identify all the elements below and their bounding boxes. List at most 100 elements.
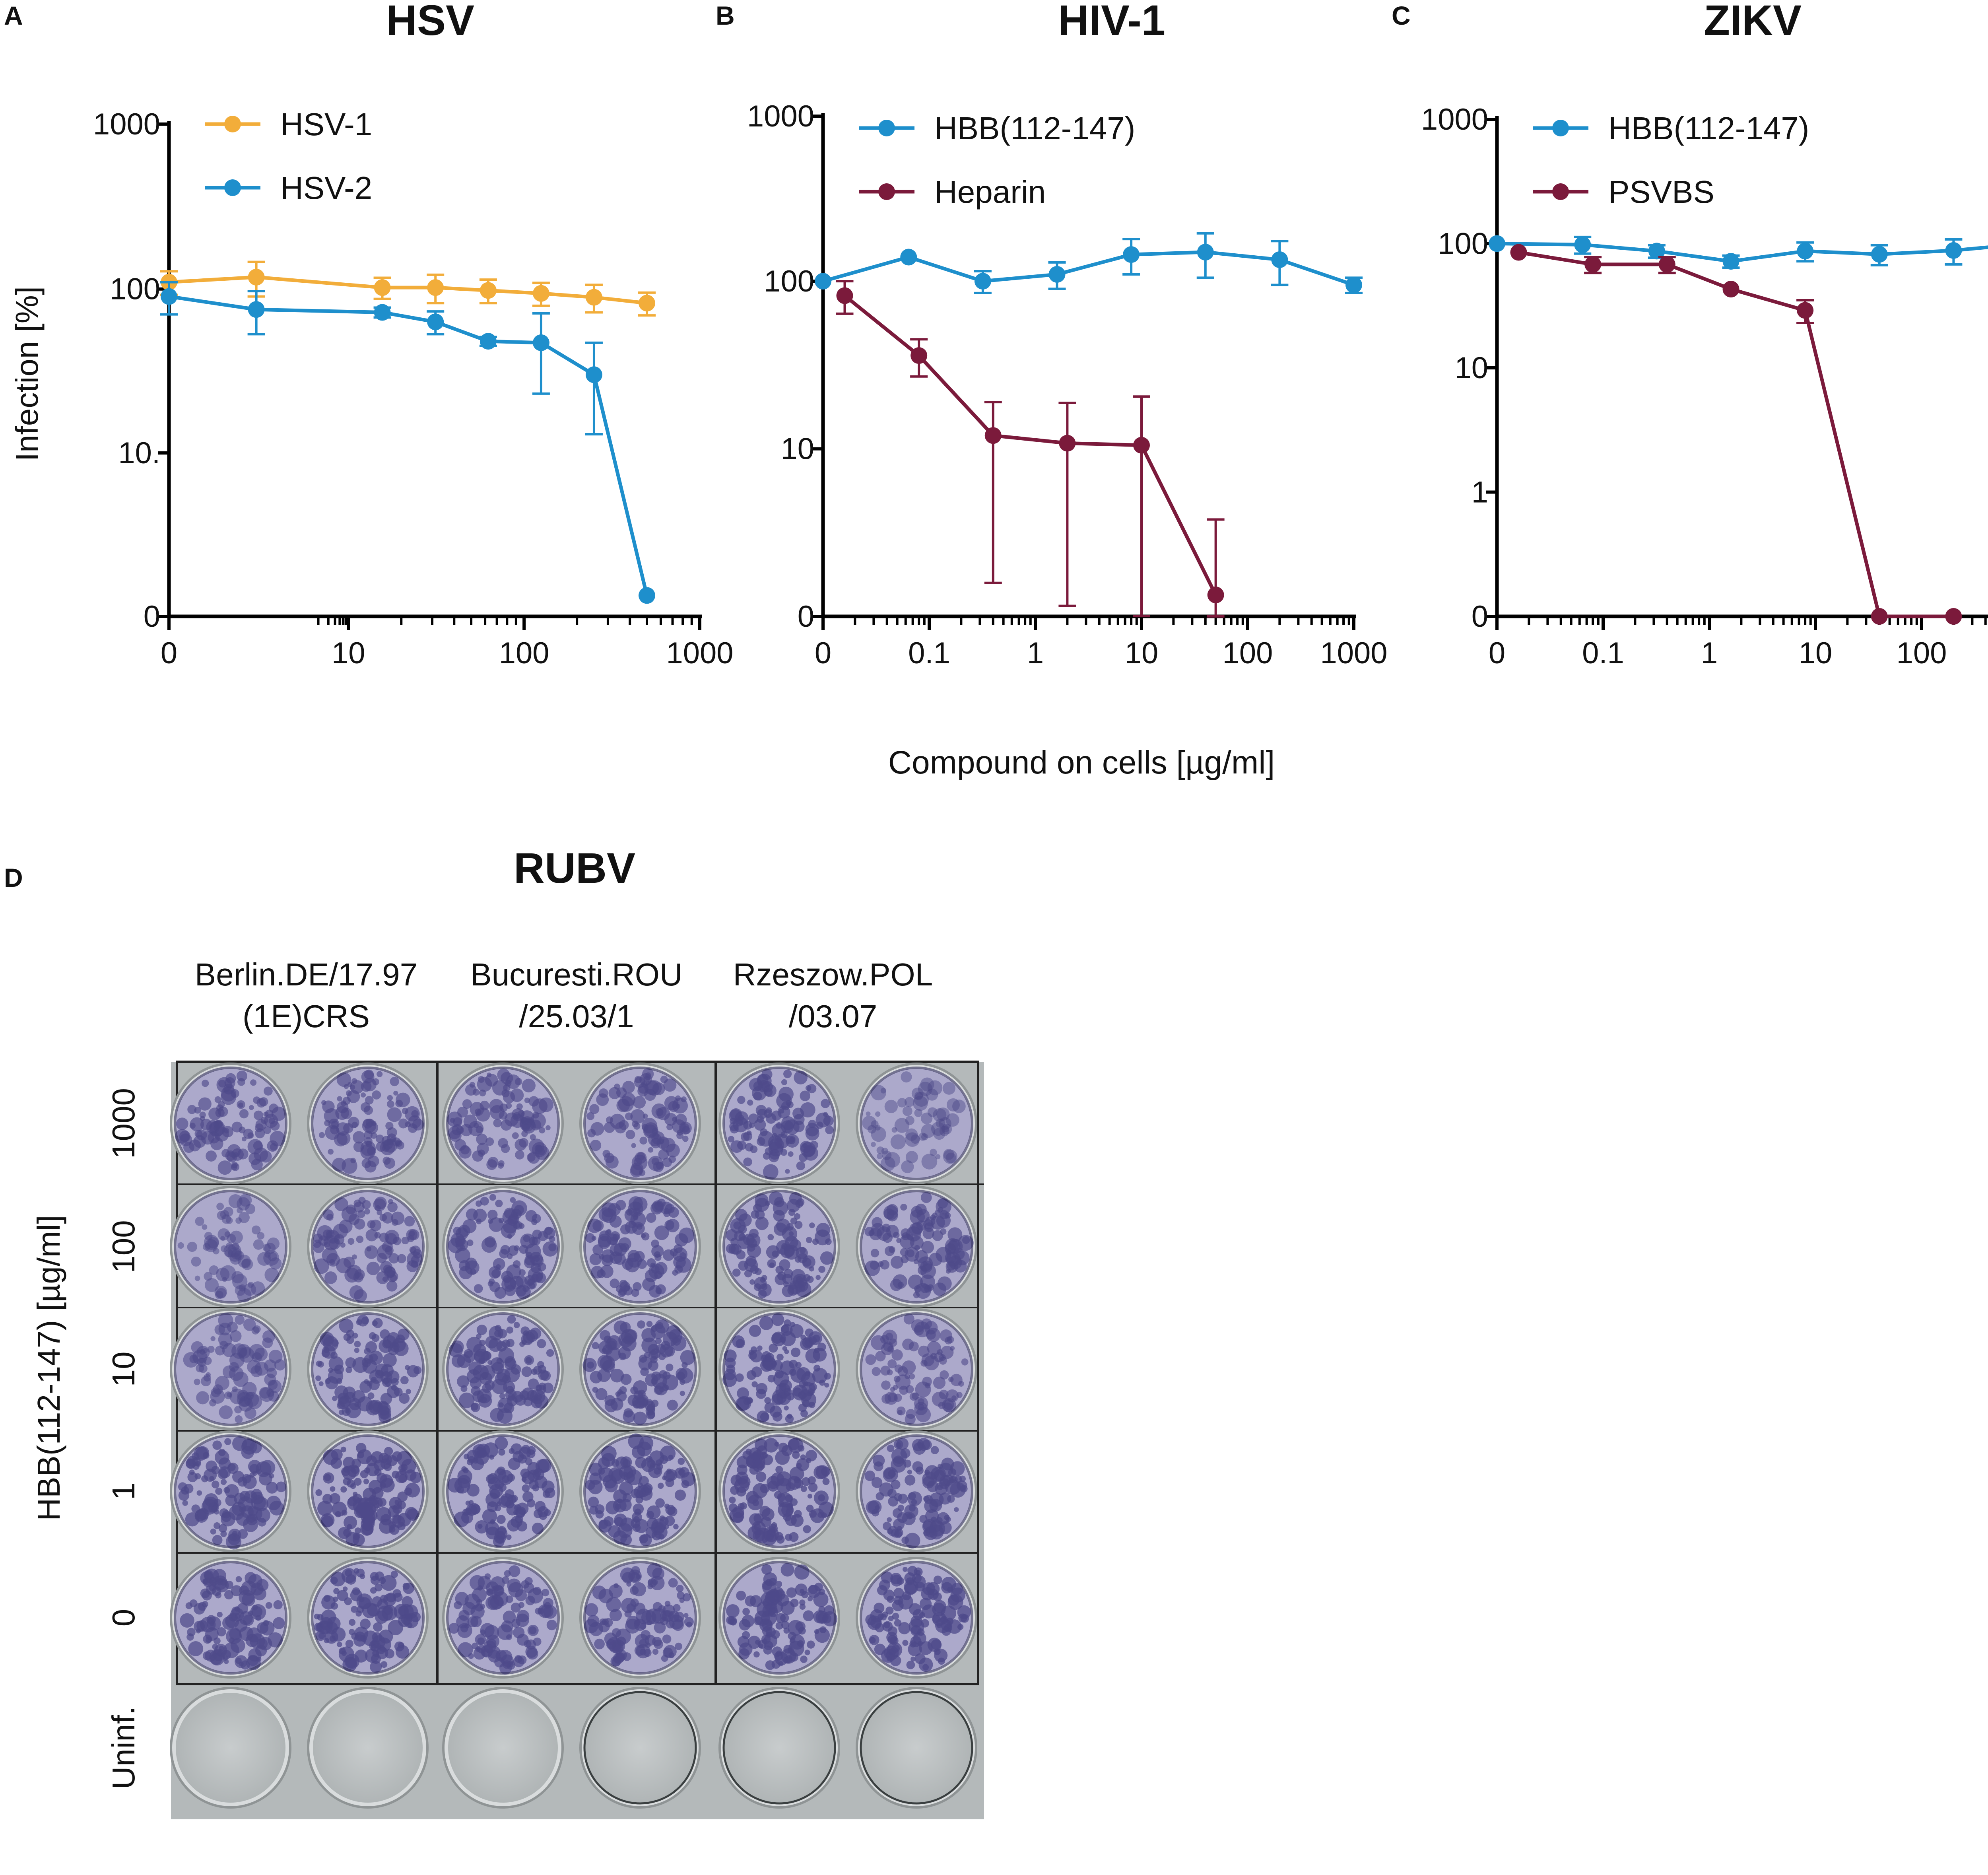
plaque bbox=[732, 1268, 741, 1277]
chart-b: 0 10 100 1000 0 0.1 1 10 100 1000 HBB(112-147) Hepa… bbox=[747, 99, 1388, 670]
plaque bbox=[493, 1258, 505, 1271]
plaque bbox=[192, 1463, 200, 1470]
x-tick-label-c: 100 bbox=[1897, 636, 1947, 670]
plaque bbox=[935, 1154, 941, 1160]
well-empty bbox=[862, 1693, 971, 1803]
well-edge bbox=[722, 1067, 836, 1180]
plaque bbox=[357, 1449, 372, 1465]
plaque bbox=[729, 1508, 744, 1523]
plaque bbox=[474, 1350, 485, 1362]
plaque bbox=[897, 1282, 904, 1288]
plaque bbox=[913, 1442, 926, 1455]
plaque bbox=[382, 1353, 397, 1367]
plaque bbox=[815, 1611, 829, 1624]
plaque bbox=[328, 1356, 344, 1371]
plaque bbox=[216, 1203, 224, 1210]
plaque bbox=[516, 1103, 523, 1110]
plaque bbox=[387, 1095, 393, 1101]
plaque bbox=[193, 1135, 206, 1148]
plaque bbox=[507, 1215, 518, 1226]
plaque bbox=[887, 1517, 892, 1522]
plaque bbox=[759, 1618, 773, 1632]
plaque bbox=[753, 1092, 762, 1101]
plaque bbox=[900, 1203, 907, 1211]
plaque bbox=[371, 1451, 383, 1464]
plaque bbox=[485, 1137, 494, 1146]
plaque bbox=[796, 1161, 806, 1170]
plaque bbox=[920, 1284, 930, 1293]
plaque bbox=[519, 1110, 535, 1125]
plaque bbox=[191, 1341, 204, 1354]
plaque bbox=[532, 1468, 545, 1480]
plaque bbox=[922, 1664, 929, 1671]
plaque bbox=[393, 1592, 403, 1602]
plaque bbox=[244, 1490, 257, 1504]
plaque bbox=[519, 1223, 525, 1229]
plaque bbox=[365, 1096, 374, 1105]
y-tick-label-c: 1 bbox=[1472, 476, 1488, 509]
plaque bbox=[402, 1582, 410, 1590]
plaque bbox=[514, 1205, 524, 1215]
plaque bbox=[679, 1391, 685, 1396]
plaque bbox=[508, 1245, 518, 1256]
plaque bbox=[942, 1082, 955, 1095]
plaque bbox=[330, 1125, 339, 1135]
series-line bbox=[1518, 251, 1954, 618]
plaque bbox=[585, 1233, 595, 1243]
plaque bbox=[359, 1573, 365, 1579]
plaque bbox=[487, 1501, 498, 1512]
plaque bbox=[211, 1481, 219, 1488]
well-empty bbox=[724, 1693, 834, 1803]
plaque bbox=[667, 1399, 678, 1411]
plaque bbox=[767, 1259, 776, 1268]
plaque bbox=[756, 1383, 768, 1395]
plaque bbox=[392, 1219, 398, 1226]
plaque bbox=[217, 1611, 223, 1618]
plaque bbox=[386, 1100, 394, 1108]
plaque bbox=[526, 1499, 536, 1508]
plaque bbox=[893, 1393, 902, 1402]
plaque bbox=[662, 1634, 672, 1644]
plaque bbox=[502, 1475, 510, 1483]
plaque bbox=[264, 1359, 276, 1372]
plaque bbox=[914, 1567, 923, 1576]
plaque bbox=[924, 1469, 930, 1475]
plaque bbox=[237, 1100, 245, 1109]
plaque bbox=[633, 1096, 646, 1109]
plaque bbox=[497, 1162, 504, 1169]
plaque bbox=[936, 1199, 951, 1214]
plaque bbox=[495, 1199, 503, 1207]
plaque bbox=[902, 1640, 909, 1646]
plaque bbox=[382, 1156, 391, 1165]
plaque bbox=[235, 1217, 242, 1224]
plaque bbox=[360, 1144, 376, 1160]
plaque bbox=[639, 1354, 647, 1363]
plaque bbox=[371, 1334, 380, 1342]
plaque bbox=[881, 1380, 891, 1390]
plaque bbox=[467, 1616, 479, 1628]
plaque bbox=[487, 1280, 494, 1287]
plaque bbox=[754, 1277, 767, 1290]
y-axis-label-a: Infection [%] bbox=[9, 286, 45, 461]
plaque bbox=[679, 1379, 685, 1385]
x-tick-label-b: 0.1 bbox=[908, 636, 950, 670]
well-edge bbox=[446, 1561, 560, 1675]
plaque bbox=[933, 1376, 946, 1389]
plaque bbox=[466, 1239, 474, 1246]
plaque bbox=[896, 1438, 909, 1450]
plaque bbox=[875, 1622, 884, 1632]
plaque bbox=[912, 1096, 928, 1111]
data-point bbox=[1648, 243, 1665, 260]
plaque bbox=[202, 1079, 209, 1087]
plaque bbox=[231, 1607, 241, 1616]
plaque bbox=[207, 1346, 215, 1353]
plaque bbox=[814, 1229, 831, 1245]
plaque bbox=[411, 1260, 419, 1268]
plaque bbox=[664, 1504, 670, 1509]
plaque bbox=[187, 1105, 197, 1114]
well-edge bbox=[722, 1190, 836, 1304]
plaque bbox=[680, 1350, 695, 1365]
plaque bbox=[523, 1331, 535, 1344]
plaque bbox=[450, 1118, 455, 1123]
plaque bbox=[630, 1212, 646, 1228]
